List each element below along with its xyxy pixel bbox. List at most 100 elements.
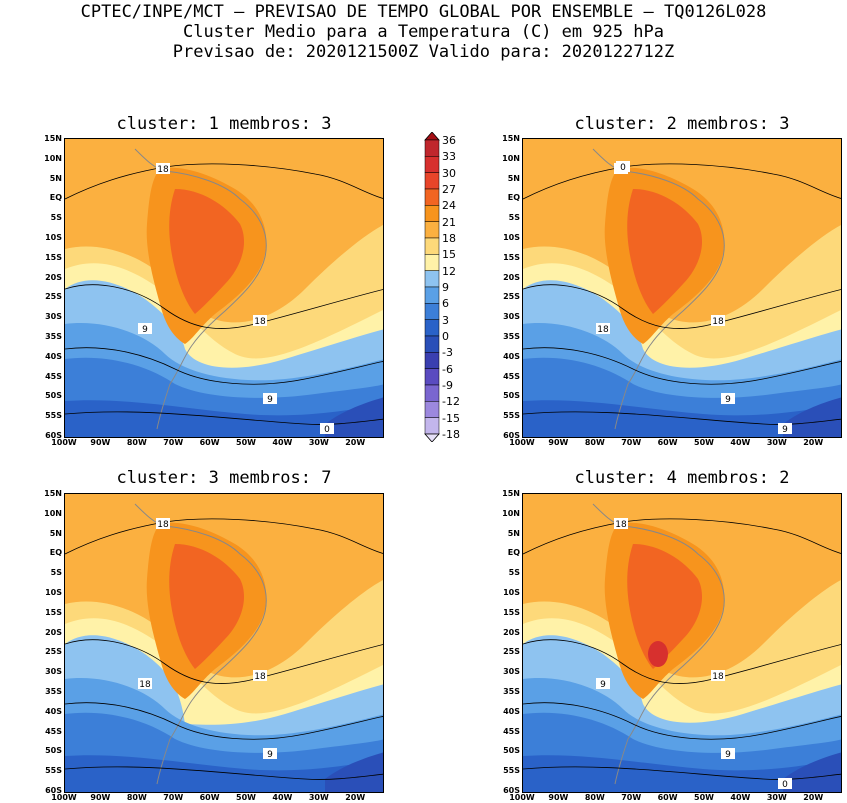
lat-tick-label: 15N	[502, 134, 520, 143]
lat-tick-label: 55S	[45, 766, 62, 776]
header-line-2: Cluster Medio para a Temperatura (C) em …	[182, 22, 665, 42]
lon-tick-label: 90W	[548, 438, 569, 447]
lat-tick-label: 30S	[503, 312, 520, 322]
header-line-1: CPTEC/INPE/MCT – PREVISAO DE TEMPO GLOBA…	[80, 2, 767, 22]
lon-tick-label: 70W	[621, 793, 642, 802]
contour-label: 18	[157, 165, 169, 175]
lon-tick-label: 40W	[730, 793, 751, 802]
lat-tick-label: 60S	[45, 431, 62, 440]
lat-tick-label: 20S	[503, 272, 520, 282]
contour-label: 18	[597, 325, 609, 335]
contour-label: 9	[142, 325, 148, 335]
lat-tick-label: 10S	[45, 588, 62, 597]
lat-tick-label: 35S	[503, 687, 520, 696]
lat-tick-label: 55S	[503, 411, 520, 421]
colorbar-level-label: 36	[442, 134, 456, 147]
colorbar-level-label: 0	[442, 330, 449, 343]
panel-title-4: cluster: 4 membros: 2	[574, 468, 790, 488]
lon-tick-label: 70W	[163, 438, 184, 447]
contour-label: 0	[782, 780, 788, 790]
lat-tick-label: 15S	[503, 607, 520, 617]
lon-tick-label: 70W	[163, 793, 184, 802]
lat-tick-label: 5N	[507, 173, 520, 183]
lat-tick-label: 40S	[45, 351, 62, 361]
lat-tick-label: 55S	[45, 411, 62, 421]
colorbar-level-label: -18	[442, 428, 460, 441]
lon-tick-label: 30W	[766, 793, 787, 802]
lat-tick-label: 55S	[503, 766, 520, 776]
lat-tick-label: EQ	[49, 548, 62, 558]
lat-tick-label: 5S	[50, 213, 62, 223]
lon-tick-label: 90W	[90, 793, 111, 802]
lat-tick-label: 25S	[45, 647, 62, 657]
colorbar-level-label: -15	[442, 411, 460, 425]
colorbar-level-label: 12	[442, 264, 456, 278]
lat-tick-label: 10S	[503, 588, 520, 597]
lat-tick-label: 10S	[503, 233, 520, 242]
colorbar-level-label: 33	[442, 150, 456, 164]
colorbar-level-label: 15	[442, 248, 456, 262]
lat-tick-label: 35S	[45, 687, 62, 696]
lat-tick-label: 40S	[503, 706, 520, 716]
contour-label: 18	[615, 520, 627, 530]
lon-tick-label: 60W	[199, 793, 220, 802]
colorbar-level-label: 9	[442, 281, 449, 294]
lon-tick-label: 30W	[308, 793, 329, 802]
lat-tick-label: 10N	[502, 508, 520, 518]
lat-tick-label: 5S	[50, 568, 62, 578]
contour-label: 18	[254, 317, 266, 327]
panel-title-1: cluster: 1 membros: 3	[116, 114, 332, 134]
lon-tick-label: 100W	[51, 793, 77, 802]
lat-tick-label: 15N	[502, 489, 520, 498]
map-panel-3: 18 18 18 9	[64, 493, 384, 793]
lon-tick-label: 80W	[126, 793, 147, 802]
lat-tick-label: EQ	[507, 548, 520, 558]
lat-tick-label: 50S	[45, 391, 62, 401]
panel-title-3: cluster: 3 membros: 7	[116, 468, 332, 488]
lon-tick-label: 80W	[584, 793, 605, 802]
lon-tick-label: 80W	[584, 438, 605, 447]
lon-tick-label: 40W	[272, 438, 293, 447]
lon-tick-label: 50W	[694, 793, 714, 802]
lat-tick-label: 20S	[45, 627, 62, 637]
lat-tick-label: 60S	[503, 786, 520, 795]
lat-tick-label: 10S	[45, 233, 62, 242]
contour-label: 9	[782, 425, 788, 435]
lat-tick-label: 15S	[45, 252, 62, 262]
contour-label: 18	[139, 680, 151, 690]
lon-tick-label: 60W	[199, 438, 220, 447]
lon-tick-label: 20W	[803, 793, 824, 802]
header-line-3: Previsao de: 2020121500Z Valido para: 20…	[172, 42, 675, 62]
lon-tick-label: 90W	[90, 438, 111, 447]
lat-tick-label: 25S	[503, 647, 520, 657]
contour-label: 9	[267, 750, 273, 760]
lat-tick-label: 10N	[44, 508, 62, 518]
lon-tick-label: 40W	[730, 438, 751, 447]
lon-tick-label: 100W	[509, 793, 535, 802]
colorbar-level-label: 30	[442, 166, 456, 180]
lat-tick-label: 15S	[503, 252, 520, 262]
colorbar-level-label: 6	[442, 297, 449, 311]
lat-tick-label: 45S	[45, 726, 62, 736]
lat-tick-label: 25S	[45, 292, 62, 302]
lat-tick-label: 15N	[44, 489, 62, 498]
colorbar	[424, 132, 440, 442]
lat-tick-label: 5N	[507, 528, 520, 538]
contour-label: 18	[157, 520, 169, 530]
lat-tick-label: 10N	[502, 153, 520, 163]
lat-tick-label: 10N	[44, 153, 62, 163]
lat-tick-label: 60S	[503, 431, 520, 440]
lon-tick-label: 30W	[766, 438, 787, 447]
lon-tick-label: 40W	[272, 793, 293, 802]
map-panel-2: 181818990	[522, 138, 842, 438]
lat-tick-label: 35S	[45, 332, 62, 341]
lat-tick-label: EQ	[49, 193, 62, 203]
lon-tick-label: 20W	[345, 793, 366, 802]
contour-label: 0	[620, 163, 626, 173]
lat-tick-label: 30S	[503, 667, 520, 677]
colorbar-level-label: 27	[442, 183, 456, 196]
lon-tick-label: 50W	[694, 438, 714, 447]
lat-tick-label: 60S	[45, 786, 62, 795]
lat-tick-label: 5S	[508, 568, 520, 578]
lon-tick-label: 70W	[621, 438, 642, 447]
